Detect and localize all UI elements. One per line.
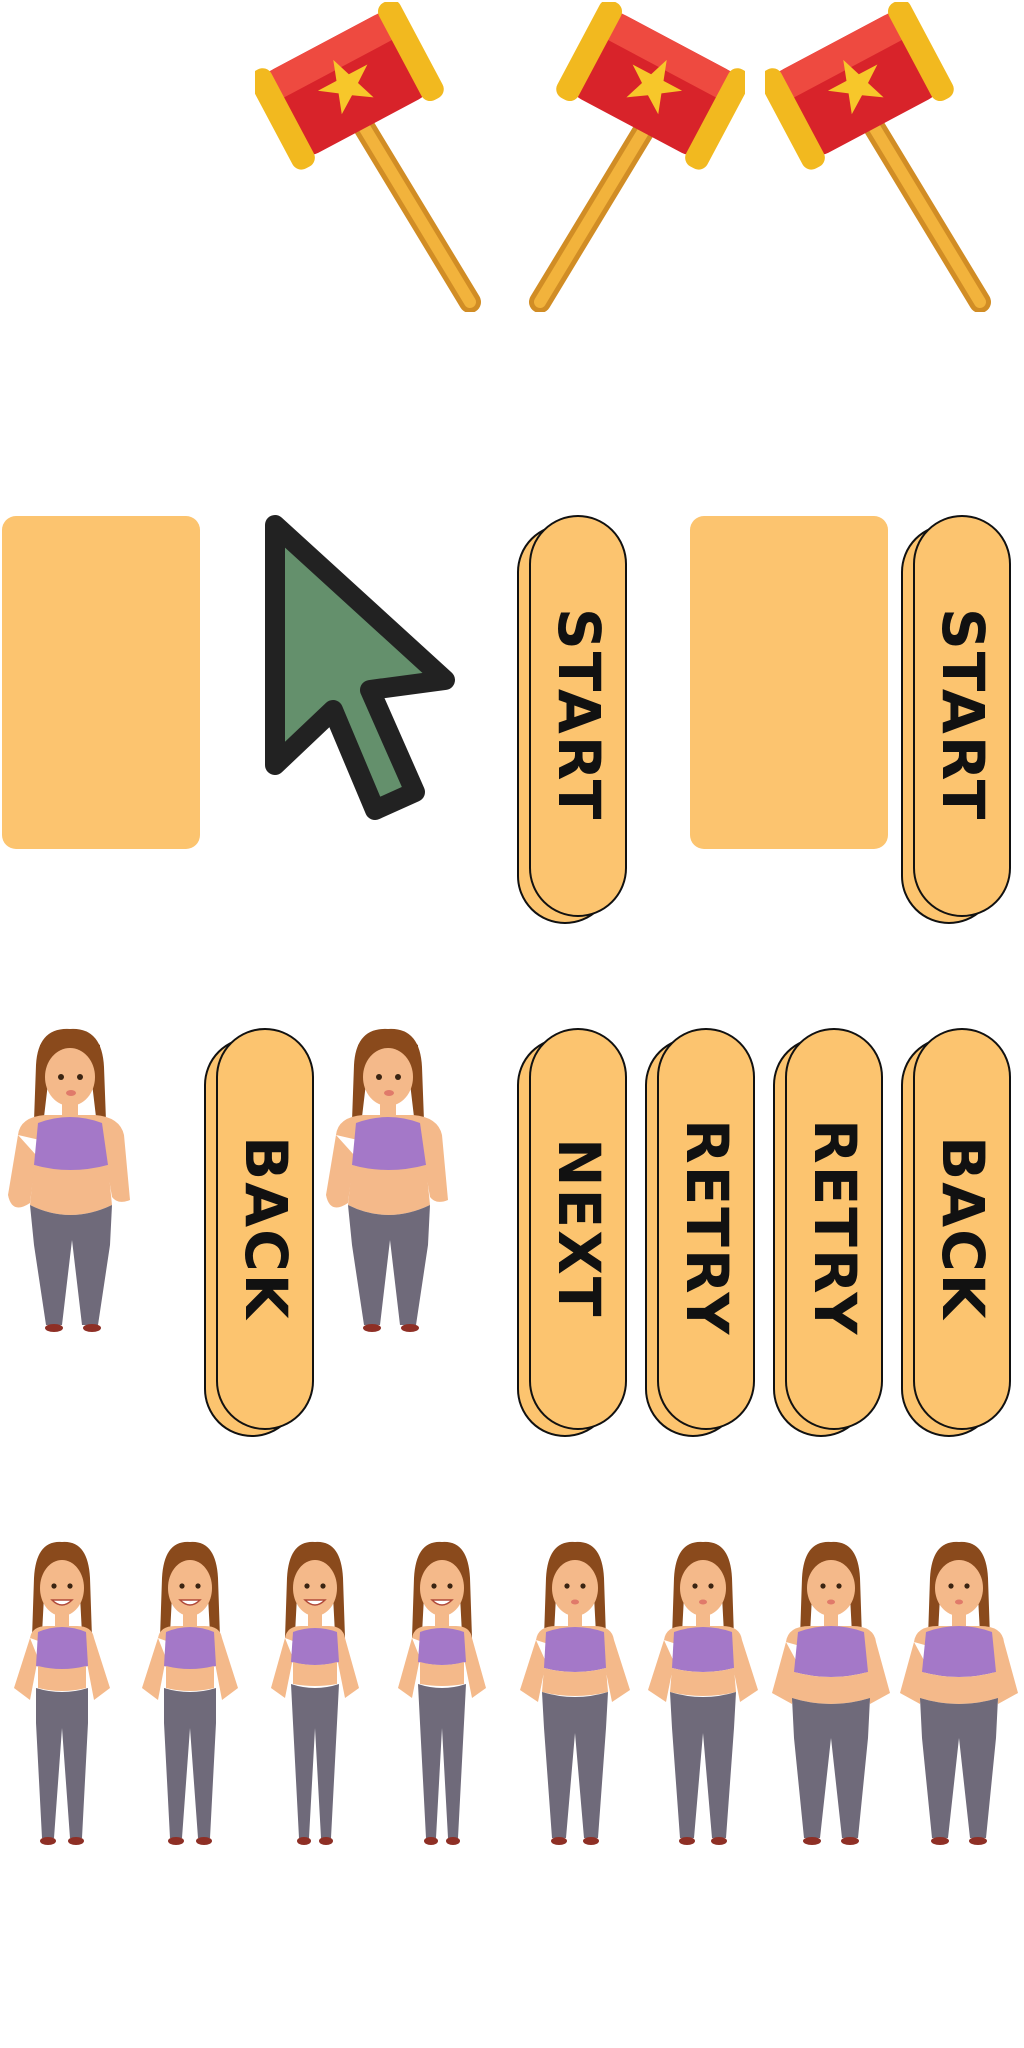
woman-slim-smiling	[14, 1541, 110, 1845]
woman-heavy	[8, 1028, 130, 1332]
hammer-icon	[255, 2, 481, 312]
next-button-label: NEXT	[545, 1137, 613, 1319]
retry-button[interactable]: RETRY	[644, 1028, 756, 1438]
back-button-label: BACK	[232, 1135, 300, 1321]
hammer-icon	[529, 2, 745, 312]
blank-panel	[690, 516, 888, 849]
next-button[interactable]: NEXT	[516, 1028, 628, 1438]
woman-slim-smiling	[271, 1541, 359, 1845]
woman-heavy	[326, 1028, 448, 1332]
retry-button-label: RETRY	[673, 1119, 741, 1337]
blank-panel	[2, 516, 200, 849]
woman-slim-smiling	[142, 1541, 238, 1845]
retry-button[interactable]: RETRY	[772, 1028, 884, 1438]
woman-heavy	[772, 1541, 890, 1845]
back-button[interactable]: BACK	[203, 1028, 315, 1438]
start-button[interactable]: START	[516, 515, 628, 925]
back-button-label: BACK	[929, 1135, 997, 1321]
start-button-label: START	[545, 608, 613, 822]
retry-button-label: RETRY	[801, 1119, 869, 1337]
back-button[interactable]: BACK	[900, 1028, 1012, 1438]
woman-slim-smiling	[398, 1541, 486, 1845]
hammer-icon	[765, 2, 991, 312]
start-button[interactable]: START	[900, 515, 1012, 925]
cursor-arrow-icon	[265, 515, 455, 820]
woman-medium	[648, 1541, 758, 1845]
woman-heavy	[900, 1541, 1018, 1845]
start-button-label: START	[929, 608, 997, 822]
woman-medium	[520, 1541, 630, 1845]
